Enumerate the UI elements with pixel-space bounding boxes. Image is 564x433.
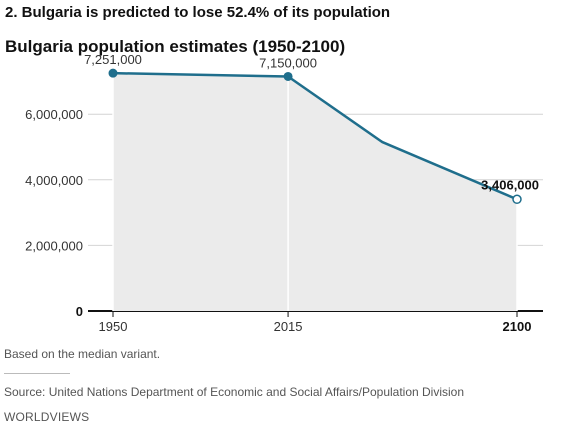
chart-note: Based on the median variant.: [4, 347, 161, 361]
headline: 2. Bulgaria is predicted to lose 52.4% o…: [5, 4, 391, 21]
x-tick-label: 2100: [503, 319, 532, 334]
population-chart: 0 2,000,000 4,000,000 6,000,000 1950 2015 2100…: [25, 52, 543, 334]
chart-title: Bulgaria population estimates (1950-2100…: [5, 37, 346, 56]
brand-label: WORLDVIEWS: [4, 410, 90, 424]
y-tick-label: 6,000,000: [25, 107, 83, 122]
x-tick-label: 1950: [99, 319, 128, 334]
data-value-label: 7,251,000: [84, 52, 142, 67]
area-layer: [113, 73, 517, 311]
x-tick-label: 2015: [274, 319, 303, 334]
vertical-guides: [112, 73, 518, 311]
data-point-marker: [512, 194, 522, 205]
markers: [108, 68, 522, 205]
labels: 0 2,000,000 4,000,000 6,000,000 1950 2015 2100…: [25, 52, 539, 334]
divider: [4, 373, 70, 374]
series-line: [112, 71, 518, 201]
y-tick-label: 4,000,000: [25, 173, 83, 188]
area-fill: [113, 73, 517, 311]
data-point-marker: [283, 71, 293, 81]
y-tick-label: 0: [76, 304, 83, 319]
data-value-label: 7,150,000: [259, 55, 317, 70]
y-tick-label: 2,000,000: [25, 238, 83, 253]
data-point-marker: [108, 68, 118, 78]
source-credit: Source: United Nations Department of Eco…: [4, 385, 465, 399]
data-value-label: 3,406,000: [481, 177, 539, 192]
line-layer: [112, 71, 518, 201]
